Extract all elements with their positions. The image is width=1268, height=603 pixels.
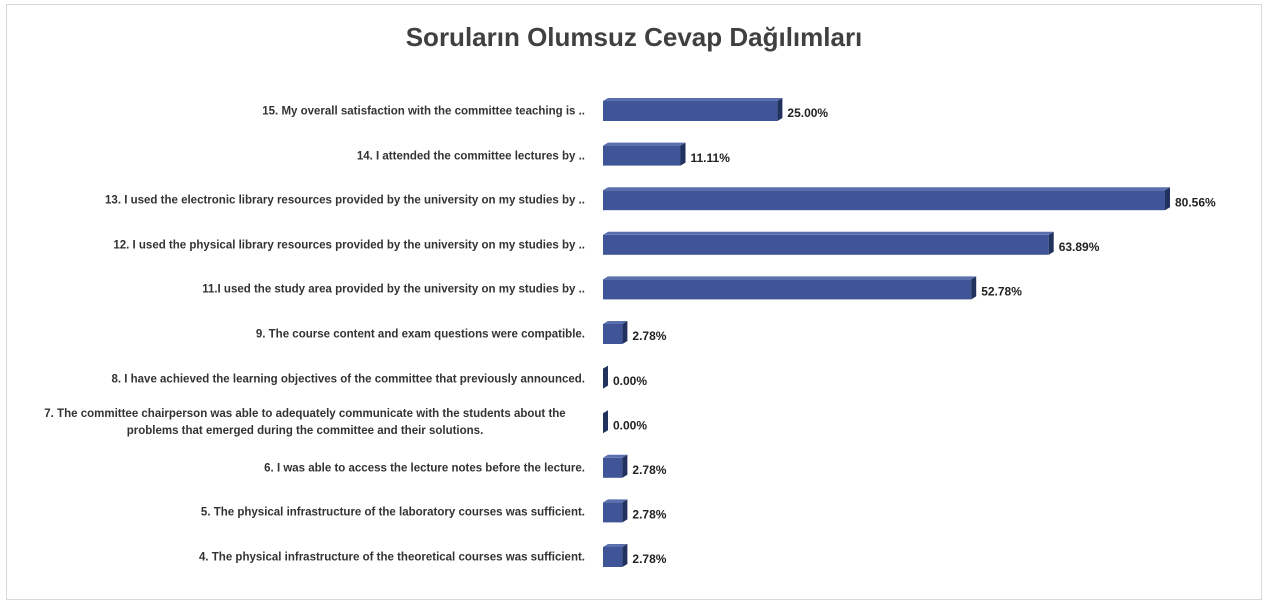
category-label-box: 15. My overall satisfaction with the com… <box>25 102 585 121</box>
bar-side <box>622 499 628 523</box>
value-label: 11.11% <box>691 151 731 165</box>
category-label: 15. My overall satisfaction with the com… <box>262 105 585 118</box>
category-label: 6. I was able to access the lecture note… <box>264 462 585 475</box>
value-label: 2.78% <box>632 552 666 566</box>
category-label: 13. I used the electronic library resour… <box>105 194 585 207</box>
bar <box>603 547 623 567</box>
category-label-box: 12. I used the physical library resource… <box>25 235 585 254</box>
bar <box>603 101 778 121</box>
category-label: 12. I used the physical library resource… <box>113 239 585 252</box>
bar-top <box>603 142 686 146</box>
category-label-box: 4. The physical infrastructure of the th… <box>25 548 585 567</box>
bar-side <box>777 98 783 121</box>
category-label: 11.I used the study area provided by the… <box>202 283 585 296</box>
bar-side <box>680 142 686 166</box>
category-label-box: 6. I was able to access the lecture note… <box>25 458 585 477</box>
bar-top <box>603 544 628 547</box>
value-label: 2.78% <box>632 329 666 343</box>
bar-side <box>622 454 628 478</box>
category-label: 7. The committee chairperson was able to… <box>44 408 566 438</box>
value-label: 0.00% <box>613 374 647 388</box>
bar-top <box>603 499 628 503</box>
value-label: 2.78% <box>632 508 666 522</box>
category-label-box: 13. I used the electronic library resour… <box>25 191 585 210</box>
bar <box>603 190 1165 211</box>
bar <box>603 457 623 478</box>
bar-top <box>603 187 1170 191</box>
category-label-box: 11.I used the study area provided by the… <box>25 280 585 299</box>
chart-title: Soruların Olumsuz Cevap Dağılımları <box>405 22 863 52</box>
bar-top <box>603 454 628 458</box>
category-label: 9. The course content and exam questions… <box>255 328 585 341</box>
value-label: 0.00% <box>613 418 647 432</box>
bar-top <box>603 231 1054 235</box>
value-label: 2.78% <box>632 463 666 477</box>
category-label: 8. I have achieved the learning objectiv… <box>111 373 585 386</box>
bar-side <box>1048 231 1054 255</box>
bar <box>603 502 623 523</box>
bar-side <box>622 321 628 344</box>
category-label-box: 7. The committee chairperson was able to… <box>25 406 585 440</box>
value-label: 80.56% <box>1175 195 1216 209</box>
bar-side <box>1165 187 1170 211</box>
category-label: 4. The physical infrastructure of the th… <box>199 551 585 564</box>
category-label-box: 5. The physical infrastructure of the la… <box>25 503 585 522</box>
bar-top <box>603 321 628 324</box>
bar-top <box>603 276 977 280</box>
bar-side <box>622 544 628 567</box>
value-label: 25.00% <box>787 106 828 120</box>
bar-top <box>603 98 783 101</box>
category-label: 5. The physical infrastructure of the la… <box>200 506 585 519</box>
bar <box>603 234 1049 255</box>
bar <box>603 145 681 166</box>
bar-side <box>603 410 608 434</box>
category-label: 14. I attended the committee lectures by… <box>356 150 585 163</box>
value-label: 52.78% <box>981 285 1022 299</box>
bar <box>603 324 623 344</box>
bar-side <box>971 276 977 300</box>
value-label: 63.89% <box>1059 240 1100 254</box>
category-label-box: 8. I have achieved the learning objectiv… <box>25 369 585 388</box>
bar <box>603 279 972 300</box>
bar-side <box>603 365 608 389</box>
category-label-box: 9. The course content and exam questions… <box>25 325 585 344</box>
category-label-box: 14. I attended the committee lectures by… <box>25 146 585 165</box>
chart-border <box>6 4 1262 600</box>
